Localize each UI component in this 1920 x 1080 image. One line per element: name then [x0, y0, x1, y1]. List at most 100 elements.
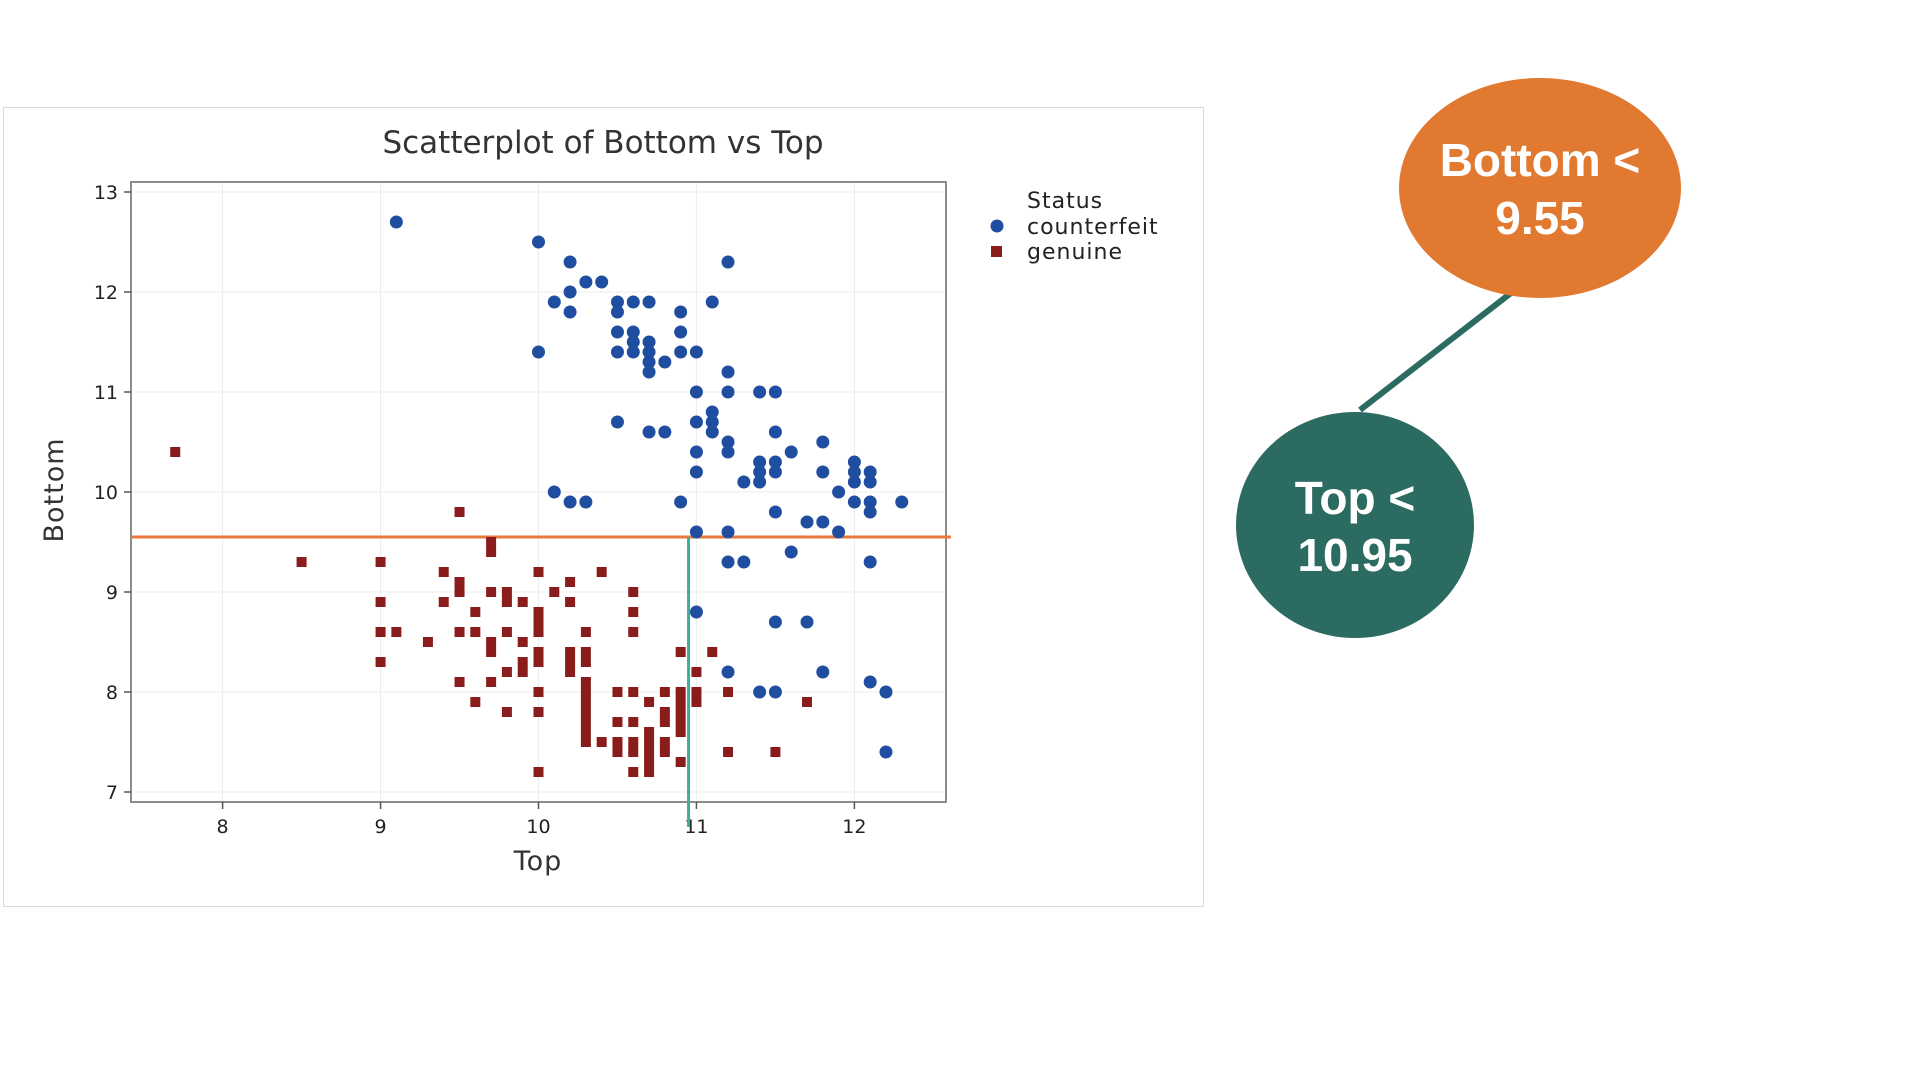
point-counterfeit — [721, 665, 735, 679]
point-genuine — [533, 627, 544, 637]
legend-marker-counterfeit — [990, 219, 1004, 233]
point-genuine — [675, 757, 686, 767]
point-counterfeit — [626, 335, 640, 349]
point-counterfeit — [658, 355, 672, 369]
point-genuine — [391, 627, 402, 637]
point-counterfeit — [610, 345, 624, 359]
point-genuine — [628, 587, 639, 597]
point-counterfeit — [547, 295, 561, 309]
point-genuine — [533, 607, 544, 617]
point-counterfeit — [642, 425, 656, 439]
point-counterfeit — [879, 745, 893, 759]
point-genuine — [517, 637, 528, 647]
point-counterfeit — [389, 215, 403, 229]
point-counterfeit — [721, 525, 735, 539]
point-genuine — [628, 627, 639, 637]
point-counterfeit — [626, 295, 640, 309]
point-counterfeit — [832, 525, 846, 539]
point-genuine — [675, 717, 686, 727]
point-counterfeit — [689, 415, 703, 429]
point-genuine — [691, 667, 702, 677]
point-counterfeit — [532, 345, 545, 359]
point-counterfeit — [674, 495, 688, 509]
point-genuine — [486, 547, 497, 557]
point-genuine — [533, 707, 544, 717]
point-genuine — [501, 627, 512, 637]
point-counterfeit — [863, 675, 877, 689]
point-genuine — [533, 567, 544, 577]
point-genuine — [486, 647, 497, 657]
point-counterfeit — [721, 255, 735, 269]
y-axis-label: Bottom — [39, 437, 70, 542]
point-counterfeit — [674, 345, 688, 359]
point-counterfeit — [753, 455, 767, 469]
point-counterfeit — [642, 365, 656, 379]
point-counterfeit — [674, 305, 688, 319]
point-counterfeit — [642, 355, 656, 369]
point-counterfeit — [705, 405, 719, 419]
point-counterfeit — [626, 345, 640, 359]
point-genuine — [691, 687, 702, 697]
point-genuine — [422, 637, 433, 647]
y-tick-label: 7 — [106, 782, 118, 804]
point-genuine — [659, 717, 670, 727]
point-genuine — [580, 687, 591, 697]
point-genuine — [454, 577, 465, 587]
point-genuine — [454, 677, 465, 687]
point-counterfeit — [879, 685, 893, 699]
x-tick-label: 11 — [684, 816, 708, 838]
point-genuine — [580, 627, 591, 637]
point-genuine — [596, 567, 607, 577]
point-counterfeit — [579, 495, 593, 509]
point-counterfeit — [768, 615, 782, 629]
point-genuine — [612, 747, 623, 757]
point-genuine — [565, 667, 576, 677]
chart-title: Scatterplot of Bottom vs Top — [382, 125, 823, 161]
point-genuine — [501, 707, 512, 717]
point-genuine — [580, 707, 591, 717]
point-counterfeit — [784, 545, 798, 559]
point-genuine — [707, 647, 718, 657]
x-tick-label: 8 — [217, 816, 229, 838]
point-counterfeit — [705, 415, 719, 429]
child-node-label-line2: 10.95 — [1297, 529, 1412, 581]
point-genuine — [580, 677, 591, 687]
point-genuine — [375, 597, 386, 607]
legend-title: Status — [1027, 189, 1103, 214]
root-node-label-line2: 9.55 — [1495, 192, 1585, 244]
point-counterfeit — [847, 465, 861, 479]
point-genuine — [470, 607, 481, 617]
point-counterfeit — [547, 485, 561, 499]
x-tick-label: 12 — [842, 816, 866, 838]
point-genuine — [612, 737, 623, 747]
point-genuine — [533, 657, 544, 667]
point-counterfeit — [895, 495, 909, 509]
point-genuine — [470, 627, 481, 637]
point-counterfeit — [832, 485, 846, 499]
point-genuine — [675, 727, 686, 737]
point-genuine — [517, 667, 528, 677]
point-genuine — [375, 627, 386, 637]
point-counterfeit — [532, 235, 545, 249]
point-genuine — [533, 617, 544, 627]
point-genuine — [580, 697, 591, 707]
point-counterfeit — [689, 385, 703, 399]
point-genuine — [565, 647, 576, 657]
point-counterfeit — [863, 505, 877, 519]
point-counterfeit — [689, 605, 703, 619]
point-genuine — [644, 757, 655, 767]
y-tick-label: 13 — [94, 182, 118, 204]
point-genuine — [470, 697, 481, 707]
point-genuine — [644, 747, 655, 757]
point-counterfeit — [800, 615, 814, 629]
point-genuine — [296, 557, 307, 567]
point-counterfeit — [595, 275, 609, 289]
y-tick-label: 9 — [106, 582, 118, 604]
point-counterfeit — [784, 445, 798, 459]
point-counterfeit — [563, 255, 577, 269]
point-genuine — [501, 597, 512, 607]
point-counterfeit — [737, 555, 751, 569]
point-counterfeit — [721, 555, 735, 569]
point-genuine — [454, 627, 465, 637]
point-genuine — [517, 657, 528, 667]
